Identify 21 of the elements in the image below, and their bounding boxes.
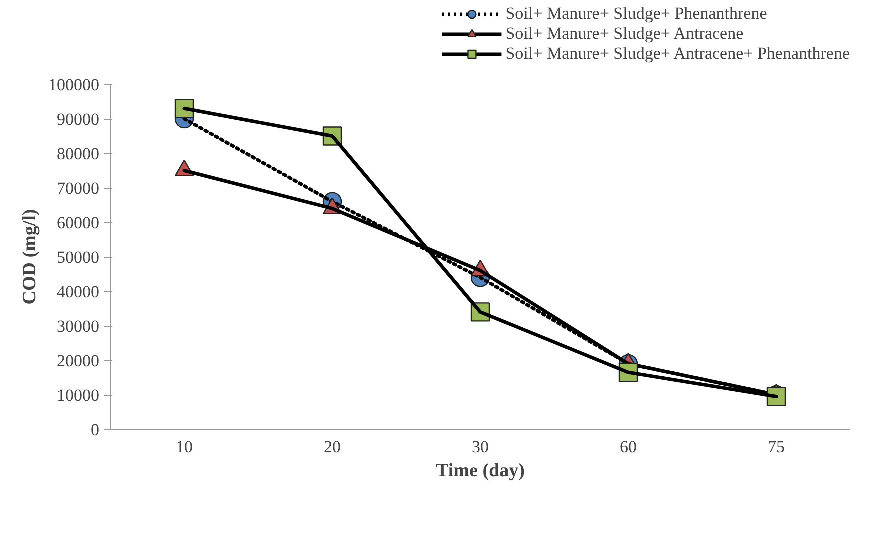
y-tick-label: 0 bbox=[91, 420, 100, 440]
x-tick-label: 20 bbox=[324, 438, 341, 456]
y-axis-title: COD (mg/l) bbox=[20, 209, 40, 305]
legend-label: Soil+ Manure+ Sludge+ Phenanthrene bbox=[506, 4, 768, 24]
y-tick-label: 80000 bbox=[57, 144, 100, 164]
y-tick-label: 100000 bbox=[48, 76, 100, 94]
x-axis-title: Time (day) bbox=[436, 460, 525, 482]
y-tick-label: 70000 bbox=[57, 179, 100, 198]
y-tick-label: 20000 bbox=[57, 352, 100, 370]
y-tick-label: 30000 bbox=[57, 317, 100, 336]
y-tick-label: 40000 bbox=[57, 282, 100, 302]
x-tick-label: 10 bbox=[176, 438, 193, 456]
y-tick-label: 50000 bbox=[57, 248, 100, 267]
y-tick-label: 90000 bbox=[57, 110, 100, 129]
legend-label: Soil+ Manure+ Sludge+ Antracene+ Phenanthrene bbox=[506, 44, 850, 64]
x-tick-label: 75 bbox=[768, 438, 785, 456]
y-tick-label: 60000 bbox=[57, 214, 100, 232]
y-tick-label: 10000 bbox=[57, 386, 100, 405]
x-tick-label: 30 bbox=[472, 438, 489, 456]
legend-label: Soil+ Manure+ Sludge+ Antracene bbox=[506, 24, 744, 44]
x-tick-label: 60 bbox=[620, 438, 637, 456]
